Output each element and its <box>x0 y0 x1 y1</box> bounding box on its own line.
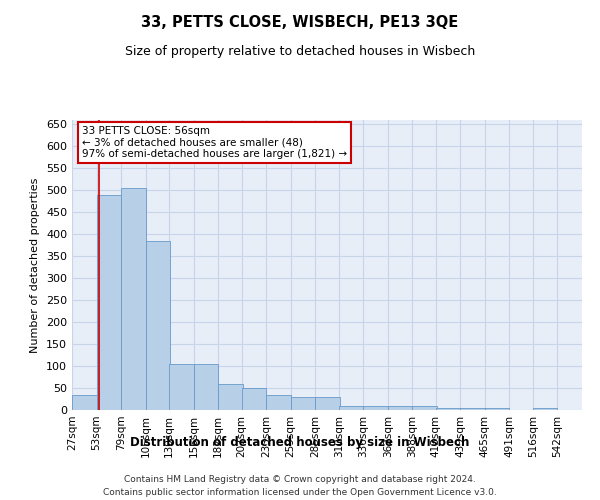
Bar <box>460 408 485 410</box>
Bar <box>339 406 363 410</box>
Text: 33, PETTS CLOSE, WISBECH, PE13 3QE: 33, PETTS CLOSE, WISBECH, PE13 3QE <box>142 15 458 30</box>
Bar <box>315 397 340 410</box>
Bar <box>485 408 509 410</box>
Bar <box>218 384 242 410</box>
Bar <box>146 241 170 410</box>
Bar <box>436 408 460 410</box>
Text: Distribution of detached houses by size in Wisbech: Distribution of detached houses by size … <box>130 436 470 449</box>
Bar <box>291 397 315 410</box>
Bar <box>169 364 194 410</box>
Bar <box>242 388 266 410</box>
Bar <box>194 364 218 410</box>
Text: Size of property relative to detached houses in Wisbech: Size of property relative to detached ho… <box>125 45 475 58</box>
Bar <box>363 406 388 410</box>
Bar <box>121 188 146 410</box>
Y-axis label: Number of detached properties: Number of detached properties <box>31 178 40 352</box>
Bar <box>412 406 437 410</box>
Text: 33 PETTS CLOSE: 56sqm
← 3% of detached houses are smaller (48)
97% of semi-detac: 33 PETTS CLOSE: 56sqm ← 3% of detached h… <box>82 126 347 159</box>
Bar <box>533 408 557 410</box>
Bar <box>266 394 291 410</box>
Bar <box>72 394 97 410</box>
Text: Contains public sector information licensed under the Open Government Licence v3: Contains public sector information licen… <box>103 488 497 497</box>
Bar <box>97 194 121 410</box>
Bar <box>388 406 412 410</box>
Text: Contains HM Land Registry data © Crown copyright and database right 2024.: Contains HM Land Registry data © Crown c… <box>124 476 476 484</box>
